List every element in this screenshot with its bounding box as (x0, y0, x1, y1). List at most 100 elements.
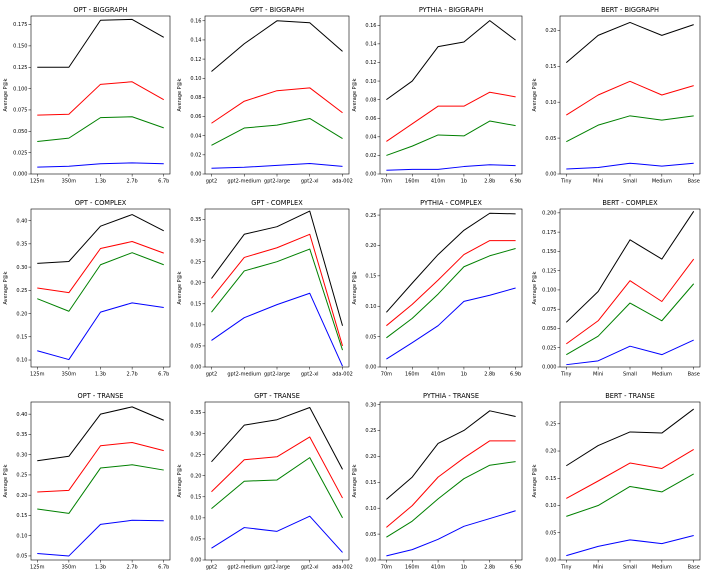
chart-7-ytick-label: 0.150 (542, 249, 556, 255)
chart-0-xtick-label: 350m (62, 179, 77, 185)
chart-10-xtick-label: 70m (381, 565, 392, 571)
chart-9-xtick-label: gpt2-large (264, 565, 290, 571)
chart-4: OPT - COMPLEX Average P@k 0.10 0.15 0.20 0.25… (3, 199, 171, 378)
chart-5-xtick-label: gpt2-xl (301, 372, 319, 378)
chart-0-title: OPT - BIGGRAPH (73, 6, 127, 14)
chart-0-xtick-label: 125m (30, 179, 45, 185)
chart-4-series-green (37, 252, 164, 312)
chart-2-xtick-label: 160m (405, 179, 420, 185)
chart-6-xtick-label: 70m (381, 372, 392, 378)
chart-1-xtick-label: gpt2-medium (227, 179, 261, 185)
chart-1-xtick-label: ada-002 (332, 179, 353, 185)
chart-0-ylabel: Average P@k (3, 78, 9, 111)
chart-3-ytick-label: 0.15 (545, 64, 556, 70)
chart-8-series-green (37, 464, 164, 514)
chart-3-xtick-label: Mini (593, 179, 603, 185)
chart-11-ytick-label: 0.15 (545, 476, 556, 482)
chart-11-series-blue (566, 534, 694, 557)
chart-6-series-red (386, 240, 516, 327)
chart-8-ytick-label: 0.35 (16, 432, 27, 438)
chart-10-ytick-label: 0.00 (365, 558, 376, 564)
chart-3-xtick-label: Small (623, 179, 637, 185)
chart-8-ytick-label: 0.05 (16, 554, 27, 560)
chart-3-ylabel: Average P@k (532, 78, 538, 111)
chart-10-title: PYTHIA - TRANSE (423, 392, 479, 400)
chart-1-xtick-label: gpt2-large (264, 179, 290, 185)
chart-2-ytick-label: 0.02 (365, 153, 376, 159)
chart-6-xtick-label: 410m (431, 372, 446, 378)
chart-9-xtick-label: gpt2 (206, 565, 218, 571)
chart-4-series-black (37, 214, 164, 264)
chart-5-ytick-label: 0.30 (190, 238, 201, 244)
chart-9-ytick-label: 0.10 (190, 516, 201, 522)
chart-3-xtick-label: Base (688, 179, 700, 185)
chart-7-series-black (565, 211, 695, 323)
chart-11-xtick-label: Base (688, 565, 700, 571)
chart-3-series-black (565, 21, 694, 64)
chart-7-ytick-label: 0.050 (542, 326, 556, 332)
chart-7-ytick-label: 0.100 (542, 288, 556, 294)
chart-8-series-blue (37, 519, 164, 557)
chart-10-ytick-label: 0.30 (365, 402, 376, 408)
chart-9-xtick-label: gpt2-medium (227, 565, 261, 571)
chart-5-ylabel: Average P@k (177, 271, 183, 304)
chart-11-ytick-label: 0.25 (545, 421, 556, 427)
chart-0-series-green (37, 116, 164, 143)
chart-11-ytick-label: 0.20 (545, 449, 556, 455)
chart-0-ytick-label: 0.075 (13, 108, 27, 114)
chart-6-xtick-label: 6.9b (510, 372, 521, 378)
chart-6: PYTHIA - COMPLEX Average P@k 0.00 0.05 0.10 0… (352, 199, 523, 378)
chart-4-xtick-label: 350m (62, 372, 77, 378)
chart-3-series-blue (566, 162, 694, 170)
chart-2-ytick-label: 0.04 (365, 135, 376, 141)
chart-1-ytick-label: 0.02 (190, 153, 201, 159)
chart-1-frame (204, 15, 350, 175)
chart-9-title: GPT - TRANSE (254, 392, 300, 400)
chart-2-ytick-label: 0.08 (365, 97, 376, 103)
chart-5-ytick-label: 0.05 (190, 344, 201, 350)
chart-6-series-green (386, 248, 516, 339)
chart-8: OPT - TRANSE Average P@k 0.05 0.10 0.15 0.20 0… (3, 392, 171, 571)
chart-9-ytick-label: 0.15 (190, 495, 201, 501)
chart-9-xtick-label: gpt2-xl (301, 565, 319, 571)
chart-9-series-green (211, 457, 343, 519)
chart-11-series-red (566, 448, 694, 499)
chart-1-ylabel: Average P@k (177, 78, 183, 111)
chart-2-xtick-label: 1b (461, 179, 467, 185)
chart-11-series-green (566, 473, 694, 517)
chart-8-ytick-label: 0.30 (16, 452, 27, 458)
chart-7-series-green (566, 283, 695, 356)
chart-6-xtick-label: 1b (461, 372, 467, 378)
chart-4-ytick-label: 0.40 (16, 218, 27, 224)
chart-4-ytick-label: 0.20 (16, 311, 27, 317)
chart-6-ytick-label: 0.20 (365, 243, 376, 249)
chart-4-ytick-label: 0.30 (16, 265, 27, 271)
chart-5-xtick-label: gpt2-large (264, 372, 290, 378)
chart-6-frame (379, 208, 523, 368)
chart-5-ytick-label: 0.35 (190, 217, 201, 223)
chart-2-ytick-label: 0.14 (365, 42, 376, 48)
chart-7-xtick-label: Base (688, 372, 700, 378)
chart-9-series-blue (211, 515, 343, 553)
chart-1-ytick-label: 0.14 (190, 38, 201, 44)
chart-2-series-black (386, 20, 516, 101)
chart-0-ytick-label: 0.125 (13, 65, 27, 71)
chart-2-ytick-label: 0.16 (365, 23, 376, 29)
chart-9-series-black (211, 406, 343, 470)
chart-1: GPT - BIGGRAPH Average P@k 0.00 0.02 0.04 0.0… (177, 6, 353, 185)
chart-9-ytick-label: 0.05 (190, 537, 201, 543)
chart-0-ytick-label: 0.100 (13, 86, 27, 92)
chart-11: BERT - TRANSE Average P@k 0.00 0.05 0.10 0.15… (532, 392, 701, 571)
chart-7-frame (559, 208, 701, 368)
chart-6-ytick-label: 0.25 (365, 213, 376, 219)
chart-7-series-red (566, 258, 695, 345)
chart-10-xtick-label: 6.9b (510, 565, 521, 571)
chart-7-ylabel: Average P@k (532, 271, 538, 304)
chart-10-xtick-label: 410m (431, 565, 446, 571)
chart-11-xtick-label: Small (623, 565, 637, 571)
chart-7-ytick-label: 0.175 (542, 230, 556, 236)
chart-3-ytick-label: 0.20 (545, 28, 556, 34)
chart-4-xtick-label: 2.7b (127, 372, 138, 378)
chart-4-xtick-label: 1.3b (95, 372, 106, 378)
chart-4-ytick-label: 0.35 (16, 242, 27, 248)
